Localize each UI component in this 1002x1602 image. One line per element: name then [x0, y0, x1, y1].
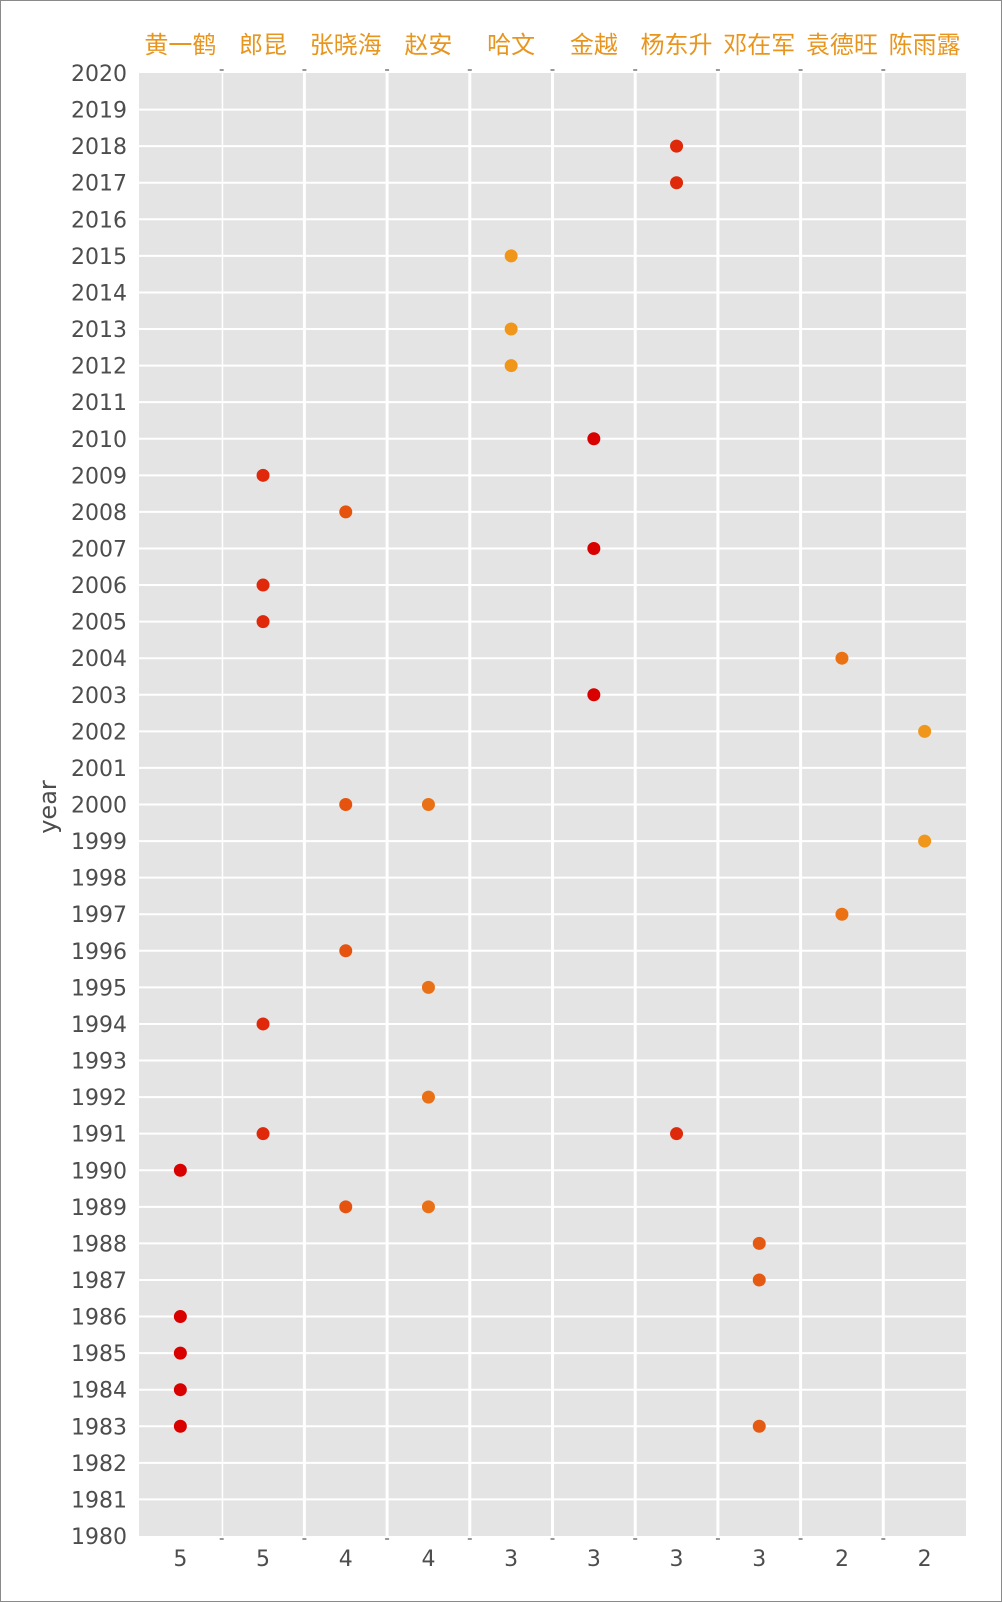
y-tick-label: 1995 [71, 976, 127, 1001]
y-tick-label: 2003 [71, 684, 127, 709]
data-point [835, 907, 849, 921]
x-tick-label: 3 [504, 1547, 518, 1572]
y-tick-label: 2008 [71, 501, 127, 526]
y-tick-label: 2002 [71, 720, 127, 745]
y-tick-label: 1986 [71, 1306, 127, 1331]
data-point [256, 468, 270, 482]
facet-header: 邓在军 [723, 31, 795, 59]
data-point [421, 980, 435, 994]
facet-header: 袁德旺 [806, 31, 878, 59]
data-point [835, 651, 849, 665]
data-point [173, 1310, 187, 1324]
y-tick-label: 1980 [71, 1525, 127, 1550]
data-point [173, 1163, 187, 1177]
y-tick-label: 1994 [71, 1013, 127, 1038]
data-point [339, 1200, 353, 1214]
data-point [421, 1090, 435, 1104]
data-point [670, 139, 684, 153]
data-point [173, 1419, 187, 1433]
facet-header: 赵安 [404, 31, 452, 59]
y-tick-label: 2014 [71, 281, 127, 306]
data-point [918, 724, 932, 738]
x-tick-label: 4 [421, 1547, 435, 1572]
data-point [256, 615, 270, 629]
y-tick-label: 2015 [71, 245, 127, 270]
y-tick-label: 1993 [71, 1050, 127, 1075]
y-tick-label: 2018 [71, 135, 127, 160]
data-point [752, 1419, 766, 1433]
y-tick-label: 2017 [71, 172, 127, 197]
data-point [504, 359, 518, 373]
y-tick-label: 1985 [71, 1342, 127, 1367]
data-point [256, 1017, 270, 1031]
data-point [504, 249, 518, 263]
y-tick-label: 1990 [71, 1159, 127, 1184]
facet-header: 哈文 [487, 31, 535, 59]
x-tick-label: 3 [587, 1547, 601, 1572]
data-point [670, 1127, 684, 1141]
data-point [670, 176, 684, 190]
data-point [173, 1383, 187, 1397]
x-tick-label: 3 [670, 1547, 684, 1572]
y-tick-label: 2012 [71, 355, 127, 380]
x-tick-label: 5 [256, 1547, 270, 1572]
x-tick-label: 4 [339, 1547, 353, 1572]
y-tick-label: 2001 [71, 757, 127, 782]
data-point [339, 944, 353, 958]
y-tick-label: 1984 [71, 1379, 127, 1404]
facet-header: 郎昆 [239, 31, 287, 59]
y-tick-label: 2009 [71, 464, 127, 489]
y-tick-label: 2010 [71, 428, 127, 453]
y-tick-label: 1983 [71, 1415, 127, 1440]
y-tick-label: 2000 [71, 794, 127, 819]
y-tick-label: 1989 [71, 1196, 127, 1221]
y-tick-label: 2006 [71, 574, 127, 599]
y-tick-label: 1987 [71, 1269, 127, 1294]
y-tick-label: 1996 [71, 940, 127, 965]
y-tick-label: 2011 [71, 391, 127, 416]
data-point [421, 798, 435, 811]
y-tick-label: 2019 [71, 99, 127, 124]
data-point [752, 1273, 766, 1287]
y-tick-label: 2004 [71, 647, 127, 672]
data-point [421, 1200, 435, 1214]
data-point [173, 1346, 187, 1360]
data-point [504, 322, 518, 336]
data-point [587, 688, 601, 702]
data-point [587, 432, 601, 446]
data-point [256, 1127, 270, 1141]
x-tick-label: 2 [918, 1547, 932, 1572]
y-tick-label: 2005 [71, 611, 127, 636]
y-tick-label: 2016 [71, 208, 127, 233]
y-tick-label: 2013 [71, 318, 127, 343]
y-tick-label: 1998 [71, 867, 127, 892]
facet-header: 杨东升 [641, 31, 713, 59]
facet-header: 陈雨露 [889, 31, 961, 59]
data-point [918, 834, 932, 848]
facet-header: 黄一鹤 [144, 31, 216, 59]
data-point [339, 505, 353, 519]
facet-header: 金越 [570, 31, 618, 59]
y-tick-label: 1991 [71, 1123, 127, 1148]
data-point [587, 541, 601, 555]
data-point [752, 1236, 766, 1250]
y-tick-label: 1992 [71, 1086, 127, 1111]
y-tick-label: 1981 [71, 1488, 127, 1513]
data-point [256, 578, 270, 592]
y-tick-label: 1982 [71, 1452, 127, 1477]
y-tick-label: 1999 [71, 830, 127, 855]
y-tick-label: 1988 [71, 1232, 127, 1257]
x-tick-label: 3 [752, 1547, 766, 1572]
y-tick-label: 2007 [71, 537, 127, 562]
x-tick-label: 2 [835, 1547, 849, 1572]
y-tick-label: 2020 [71, 62, 127, 87]
x-tick-label: 5 [173, 1547, 187, 1572]
y-tick-label: 1997 [71, 903, 127, 928]
data-point [339, 798, 353, 811]
y-axis-label: year [34, 780, 62, 834]
facet-header: 张晓海 [310, 31, 382, 59]
